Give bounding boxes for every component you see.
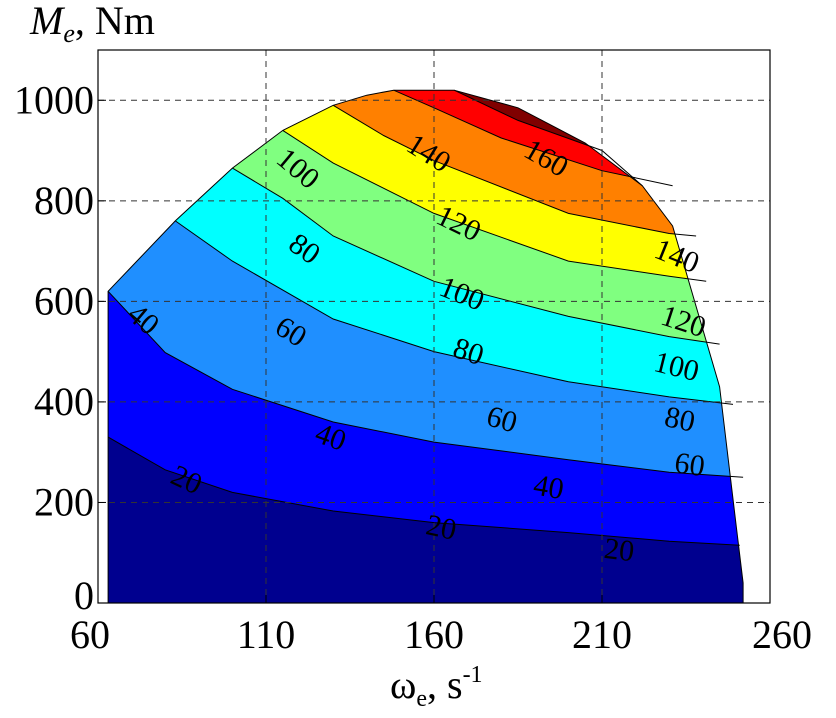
x-axis-ticks: 60 110 160 210 260 <box>70 595 812 657</box>
max-torque-envelope <box>107 89 744 604</box>
y-axis-title-subscript: e <box>63 19 75 48</box>
x-axis-title-superscript: -1 <box>463 662 483 688</box>
isoline-40 <box>107 290 744 478</box>
x-tick-label: 110 <box>237 612 296 657</box>
x-tick-label: 210 <box>572 612 632 657</box>
isoline-120 <box>332 104 697 237</box>
x-axis-title-unit: , s <box>427 662 463 707</box>
x-axis-title-subscript: e <box>416 686 427 712</box>
isoline-140 <box>393 89 673 187</box>
x-tick-label: 160 <box>404 612 464 657</box>
grid <box>98 50 770 603</box>
isoline-100 <box>282 129 707 282</box>
contour-label: 80 <box>662 400 698 439</box>
y-tick-label: 1000 <box>14 77 94 122</box>
y-tick-label: 400 <box>34 379 94 424</box>
contour-label: 60 <box>673 446 707 483</box>
isoline-160 <box>453 89 643 187</box>
contour-label: 20 <box>602 532 636 568</box>
y-axis-title-unit: , Nm <box>75 0 155 43</box>
x-axis-title-symbol: ω <box>390 662 416 707</box>
isoline-20 <box>107 436 740 546</box>
y-tick-label: 200 <box>34 479 94 524</box>
y-tick-label: 600 <box>34 278 94 323</box>
envelope-outline <box>107 89 744 604</box>
contour-label: 20 <box>423 508 459 547</box>
y-axis-title-symbol: M <box>29 0 66 43</box>
y-axis-ticks: 0 200 400 600 800 1000 <box>14 77 106 618</box>
x-tick-label: 260 <box>752 612 812 657</box>
x-axis-title: ωe, s-1 <box>390 662 483 712</box>
y-tick-label: 0 <box>74 573 94 618</box>
y-axis-title: Me, Nm <box>29 0 155 48</box>
y-tick-label: 800 <box>34 178 94 223</box>
x-tick-label: 60 <box>70 612 110 657</box>
contour-label: 40 <box>531 468 566 506</box>
